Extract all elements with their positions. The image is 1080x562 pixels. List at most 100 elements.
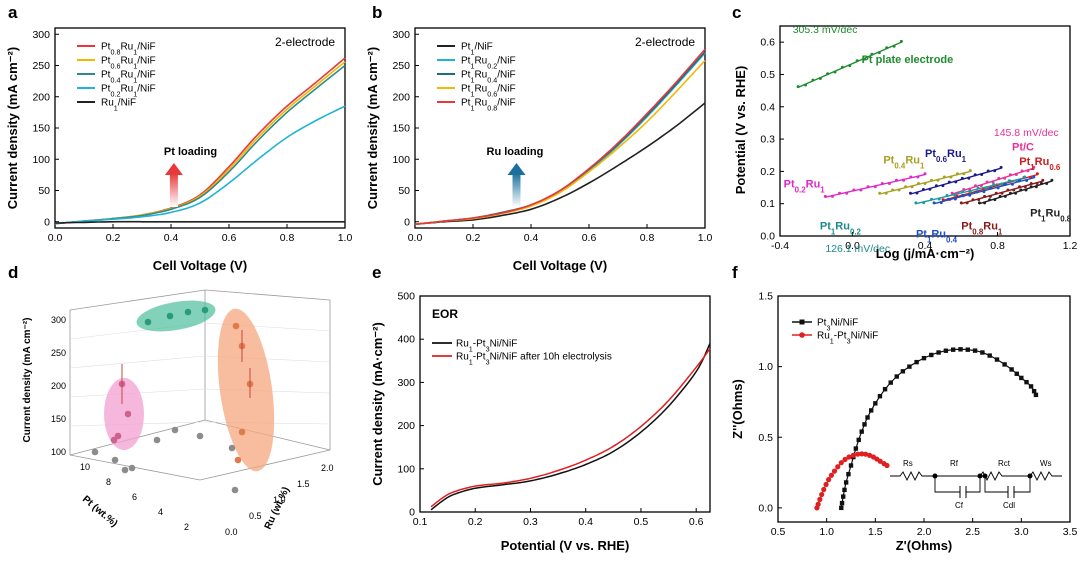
panel-b-legend-label-part: Ru — [474, 98, 487, 109]
panel-f-point-0 — [994, 357, 1000, 362]
panel-c-series-label-part: Pt — [883, 154, 894, 166]
panel-c-series-label-part: Pt — [820, 221, 831, 233]
panel-c-point-8 — [1023, 185, 1027, 189]
panel-c-point-3 — [947, 180, 951, 184]
panel-d-ytick-label: 0.0 — [225, 527, 238, 537]
panel-a-xtick-label: 0.0 — [48, 232, 63, 244]
panel-c-point-0 — [818, 77, 822, 80]
panel-c-point-3 — [993, 169, 997, 173]
panel-c-xtick-label: -0.4 — [771, 240, 789, 252]
panel-a-ylabel: Current density (mA cm⁻²) — [5, 47, 20, 209]
panel-c-point-3 — [954, 180, 958, 184]
panel-b-legend-label-part: 1 — [470, 47, 474, 56]
panel-c-series-label-part: Ru — [806, 179, 821, 191]
panel-e-legend-label-part: Ru — [456, 339, 469, 350]
panel-a-xlabel: Cell Voltage (V) — [153, 258, 247, 273]
panel-a-ytick-label: 100 — [32, 154, 50, 166]
panel-c-point-8 — [959, 201, 963, 205]
panel-f-xtick-label: 1.5 — [868, 526, 883, 538]
panel-b-annotation: 2-electrode — [635, 35, 695, 49]
panel-c-point-6 — [945, 194, 949, 197]
panel-c-point-9 — [1024, 188, 1028, 192]
panel-c-ylabel: Potential (V vs. RHE) — [733, 66, 748, 195]
panel-c-series-label-part: 0.4 — [894, 161, 906, 170]
panel-c-point-0 — [826, 72, 830, 76]
panel-c-point-6 — [937, 197, 941, 201]
panel-a-xtick-label: 0.4 — [164, 232, 179, 244]
panel-c-point-7 — [996, 186, 1000, 190]
panel-c-ytick-label: 0.2 — [760, 166, 775, 178]
panel-d-cluster-pink — [104, 378, 144, 450]
panel-d-point — [91, 448, 99, 456]
panel-f-ytick-label: 0.5 — [758, 432, 773, 444]
panel-label-d: d — [8, 263, 18, 282]
panel-b-legend-label-part: /NiF — [497, 98, 515, 109]
panel-f-legend-marker — [799, 332, 805, 338]
panel-b-legend-label-part: 0.8 — [487, 103, 497, 112]
panel-e-ytick-label: 400 — [397, 334, 415, 346]
panel-b-series-4 — [414, 48, 706, 226]
panel-a-arrow-head — [164, 163, 183, 175]
panel-c-xtick-label: 0.0 — [845, 240, 860, 252]
panel-f-circuit-ws: Ws — [1040, 459, 1052, 468]
panel-e-xlabel: Potential (V vs. RHE) — [501, 538, 630, 553]
panel-c-point-1 — [838, 191, 842, 195]
panel-c-series-label-part: Pt — [1019, 156, 1030, 168]
panel-c-point-3 — [915, 191, 919, 195]
panel-c-point-3 — [921, 188, 925, 191]
panel-b-ytick-label: 300 — [392, 29, 410, 41]
panel-d-point — [111, 456, 119, 464]
panel-f-point-0 — [839, 500, 845, 506]
panel-f-point-0 — [1028, 384, 1034, 389]
panel-c-series-label-part: 0.4 — [946, 235, 958, 244]
panel-c-point-8 — [1012, 188, 1016, 192]
panel-c-point-7 — [953, 197, 957, 201]
panel-b-series-0 — [414, 102, 706, 226]
panel-c-point-2 — [942, 175, 946, 179]
panel-c-ytick-label: 0.4 — [760, 101, 775, 113]
panel-f-xtick-label: 0.5 — [771, 526, 786, 538]
panel-f-point-0 — [921, 355, 927, 361]
panel-a-legend-label-part: Ru — [120, 70, 133, 81]
panel-c-point-1 — [823, 194, 827, 198]
panel-a-legend-label-part: /NiF — [137, 84, 155, 95]
panel-c-point-8 — [1018, 185, 1021, 189]
panel-f-point-1 — [877, 458, 883, 464]
panel-d-point — [114, 432, 122, 440]
panel-f-point-0 — [873, 401, 878, 406]
panel-f-point-1 — [831, 468, 838, 474]
panel-f-point-1 — [821, 486, 827, 493]
panel-c-series-label-part: Ru — [931, 229, 946, 241]
panel-d-point — [196, 432, 204, 440]
panel-f-legend-marker — [799, 319, 805, 325]
panel-b-legend-label: Pt1/NiF — [461, 42, 493, 57]
panel-e-xtick-label: 0.1 — [413, 516, 428, 528]
panel-c-point-5 — [1035, 172, 1039, 176]
panel-d-point — [201, 306, 209, 314]
panel-a-arrow-label: Pt loading — [164, 146, 217, 158]
panel-c-pt-slope: 305.3 mV/dec — [793, 24, 858, 36]
panel-e-series-1 — [430, 348, 711, 508]
panel-a-legend-label-part: 0.8 — [110, 47, 120, 56]
panel-e-frame — [419, 295, 711, 513]
panel-f-point-0 — [1014, 371, 1019, 376]
panel-c-point-8 — [977, 198, 981, 202]
panel-d-xtick-label: 10 — [80, 462, 90, 472]
panel-d-point — [228, 444, 236, 452]
panel-label-e: e — [372, 263, 381, 282]
panel-f-point-0 — [894, 374, 899, 379]
panel-c-ptc-label: Pt/C — [1012, 141, 1034, 153]
panel-f-ytick-label: 1.0 — [758, 361, 773, 373]
panel-f-point-1 — [835, 464, 841, 470]
panel-b-legend-label: Pt1Ru0.2/NiF — [461, 56, 516, 71]
panel-f-legend-label-part: -Pt — [834, 331, 847, 342]
panel-f-point-0 — [929, 352, 934, 358]
panel-c-point-6 — [1023, 175, 1027, 179]
panel-f-point-0 — [846, 471, 851, 477]
panel-c-point-1 — [902, 178, 906, 182]
panel-f-point-0 — [859, 429, 864, 434]
panel-e-ylabel: Current density (mA·cm⁻²) — [370, 322, 385, 486]
panel-c-series-label-part: 1 — [920, 161, 925, 170]
panel-c-point-1 — [859, 188, 863, 192]
